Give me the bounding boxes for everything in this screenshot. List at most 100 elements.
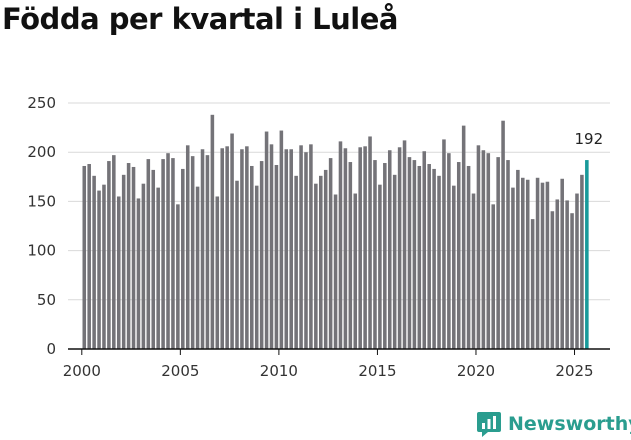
bar (309, 144, 313, 349)
bar-chart: 0 50 100 150 200 250 2000 2005 2010 2015 2020 2025… (27, 94, 610, 380)
chart-title: Födda per kvartal i Luleå (2, 2, 398, 36)
bar (304, 152, 308, 349)
bar (195, 186, 200, 349)
brand-logo: Newsworthy (476, 408, 631, 440)
bar (136, 198, 141, 349)
y-tick-label-150: 150 (27, 192, 56, 210)
x-tick-label-2010: 2010 (260, 362, 298, 380)
bar (82, 165, 87, 349)
bar (525, 179, 530, 349)
bar (294, 175, 298, 349)
y-axis-labels: 0 50 100 150 200 250 (27, 94, 56, 358)
bar (338, 141, 343, 349)
bar (511, 187, 515, 349)
bar (279, 130, 284, 349)
bar (97, 190, 101, 349)
bar (151, 169, 156, 349)
bar (363, 146, 367, 349)
bar (254, 185, 259, 349)
bar (516, 169, 520, 349)
bar (496, 157, 500, 349)
x-axis (68, 348, 610, 355)
bar (412, 160, 417, 349)
bar-latest (585, 160, 589, 349)
bar (205, 155, 210, 349)
bar (250, 165, 254, 349)
bar (530, 219, 535, 349)
bar (501, 120, 505, 350)
y-tick-label-250: 250 (27, 94, 56, 112)
bar (358, 147, 362, 349)
bar (580, 174, 584, 349)
bar (402, 140, 407, 349)
bar (471, 193, 476, 349)
bar (565, 200, 569, 349)
bar (397, 147, 402, 349)
bar (452, 185, 456, 349)
bar (289, 149, 293, 349)
bar (417, 165, 422, 349)
y-tick-label-0: 0 (46, 340, 56, 358)
bar (442, 139, 446, 349)
y-tick-label-50: 50 (37, 291, 56, 309)
bar (481, 150, 486, 349)
bar (220, 148, 224, 349)
bar (230, 133, 234, 349)
bar (461, 125, 466, 349)
bar (575, 193, 579, 349)
bar (215, 196, 220, 349)
bar (141, 183, 146, 349)
bar (87, 164, 91, 349)
bar (284, 149, 289, 349)
bar (323, 169, 328, 349)
bar (491, 204, 495, 349)
bar (353, 193, 358, 349)
bar (373, 160, 377, 349)
bar (190, 156, 195, 349)
bar (378, 184, 382, 349)
x-axis-labels: 2000 2005 2010 2015 2020 2025 (63, 362, 594, 380)
x-tick-label-2000: 2000 (63, 362, 101, 380)
bar (506, 160, 510, 349)
bar (540, 182, 545, 349)
bar (146, 159, 151, 349)
bar (92, 175, 96, 349)
bar (550, 211, 555, 349)
bar (264, 131, 269, 349)
bar (422, 151, 427, 349)
bar (521, 177, 525, 349)
bar (171, 158, 175, 349)
latest-value-label: 192 (575, 130, 604, 148)
bar (368, 136, 372, 349)
bar (274, 164, 279, 349)
bar (176, 204, 180, 349)
bar (348, 162, 353, 349)
y-tick-label-200: 200 (27, 143, 56, 161)
bar (432, 168, 436, 349)
bar (407, 157, 412, 349)
y-tick-label-100: 100 (27, 242, 56, 260)
bars (82, 114, 589, 350)
bar (259, 161, 264, 349)
x-tick-label-2020: 2020 (457, 362, 495, 380)
bar (156, 187, 160, 349)
bar (181, 168, 185, 349)
bar (269, 144, 274, 349)
bar (200, 149, 205, 349)
bar (210, 114, 215, 349)
bar (121, 174, 126, 349)
bar (131, 166, 136, 349)
bar (126, 163, 131, 349)
bar (476, 145, 481, 349)
bar (560, 178, 564, 349)
bar (161, 159, 165, 349)
x-tick-label-2025: 2025 (555, 362, 593, 380)
bar (555, 199, 560, 349)
bar (116, 196, 121, 349)
x-tick-label-2015: 2015 (358, 362, 396, 380)
bar (240, 149, 244, 349)
newsworthy-logo-icon (477, 412, 501, 437)
bar (102, 184, 106, 349)
bar (166, 153, 170, 349)
bar (328, 158, 333, 349)
